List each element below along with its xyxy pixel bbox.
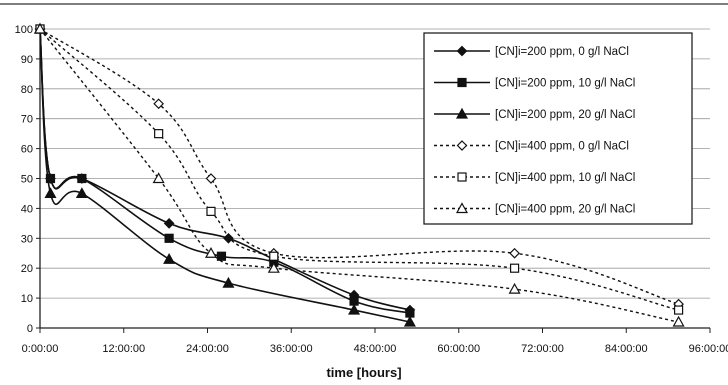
data-point (44, 187, 57, 199)
data-point (164, 233, 174, 243)
legend-marker (456, 140, 468, 151)
data-point (403, 315, 416, 327)
x-tick-label: 24:00:00 (186, 343, 229, 355)
y-tick-label: 70 (21, 114, 33, 126)
gridlines (40, 28, 710, 299)
data-point (153, 98, 164, 110)
legend-label: [CN]i=400 ppm, 0 g/l NaCl (495, 141, 629, 153)
legend-label: [CN]i=200 ppm, 10 g/l NaCl (495, 78, 635, 90)
x-tick-label: 48:00:00 (354, 343, 397, 355)
legend-marker (457, 172, 467, 182)
x-tick-label: 96:00:00 (689, 343, 728, 355)
data-point (33, 22, 47, 34)
data-point (204, 247, 218, 258)
data-point (269, 251, 279, 261)
data-point (154, 129, 164, 139)
legend-label: [CN]i=400 ppm, 20 g/l NaCl (495, 204, 635, 216)
series-2 (35, 24, 415, 318)
y-tick-label: 60 (21, 144, 33, 156)
data-point (163, 218, 175, 229)
x-tick-label: 60:00:00 (437, 343, 480, 355)
series-line (39, 28, 679, 311)
y-tick-label: 80 (21, 84, 33, 96)
data-point (205, 173, 217, 184)
data-point (75, 187, 88, 199)
tick-labels: 0 10 20 30 40 50 60 70 80 90 100 0:00:00 12:00:00 24:… (15, 24, 728, 355)
data-point (509, 247, 520, 259)
data-point (222, 276, 235, 288)
data-point (223, 232, 234, 244)
y-tick-label: 30 (21, 233, 33, 245)
x-tick-label: 0:00:00 (22, 343, 59, 355)
x-axis-title: time [hours] (326, 365, 401, 380)
series-1 (34, 23, 416, 316)
y-tick-label: 100 (15, 24, 33, 36)
legend-marker (456, 45, 468, 57)
x-tick-label: 36:00:00 (270, 343, 313, 355)
y-tick-label: 40 (21, 203, 33, 215)
legend-entry: [CN]i=400 ppm, 10 g/l NaCl (434, 172, 635, 184)
series-line (39, 28, 411, 314)
series-5 (35, 24, 684, 315)
series-line (39, 28, 679, 323)
x-tick-label: 72:00:00 (521, 343, 564, 355)
y-tick-label: 50 (21, 174, 33, 186)
legend-label: [CN]i=200 ppm, 0 g/l NaCl (495, 46, 629, 58)
legend-entry: [CN]i=400 ppm, 20 g/l NaCl (434, 202, 635, 216)
data-point (267, 261, 280, 273)
data-point (45, 173, 56, 184)
axes (0, 3, 728, 333)
data-point (508, 282, 521, 294)
data-point (672, 315, 685, 327)
y-tick-label: 10 (21, 293, 33, 305)
data-point (216, 251, 227, 261)
legend-marker (455, 107, 469, 119)
data-point (348, 303, 361, 315)
y-tick-label: 20 (21, 263, 33, 275)
data-point (152, 172, 165, 184)
data-point (77, 173, 87, 184)
y-tick-label: 90 (21, 54, 33, 66)
series-group (33, 22, 685, 327)
legend: [CN]i=200 ppm, 0 g/l NaCl [CN]i=200 ppm, … (423, 32, 693, 225)
legend-entry: [CN]i=400 ppm, 0 g/l NaCl (434, 140, 629, 153)
legend-label: [CN]i=200 ppm, 20 g/l NaCl (495, 109, 635, 121)
data-point (163, 252, 176, 264)
data-point (509, 263, 520, 273)
legend-entry: [CN]i=200 ppm, 20 g/l NaCl (434, 107, 635, 121)
legend-label: [CN]i=400 ppm, 10 g/l NaCl (495, 172, 635, 184)
x-tick-label: 12:00:00 (102, 343, 145, 355)
series-line (39, 28, 679, 305)
data-point (673, 305, 684, 315)
x-tick-label: 84:00:00 (605, 343, 648, 355)
legend-entry: [CN]i=200 ppm, 10 g/l NaCl (434, 78, 635, 90)
legend-marker (455, 202, 469, 214)
y-tick-label: 0 (27, 323, 33, 335)
legend-box (423, 32, 693, 225)
legend-entry: [CN]i=200 ppm, 0 g/l NaCl (434, 45, 629, 58)
legend-marker (457, 77, 467, 88)
series-6 (33, 22, 685, 327)
series-line (39, 28, 411, 323)
data-point (206, 206, 216, 216)
series-3 (33, 22, 416, 327)
